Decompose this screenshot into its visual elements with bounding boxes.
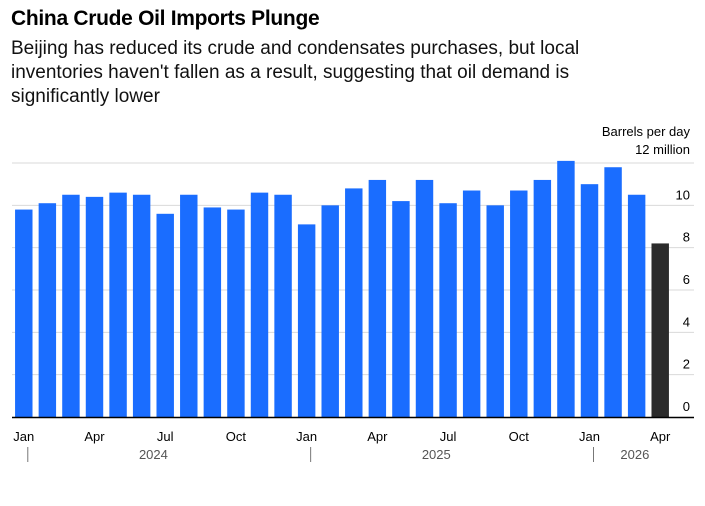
- x-tick-label: Apr: [650, 429, 671, 444]
- bar: [297, 224, 316, 417]
- bar: [38, 203, 57, 417]
- chart-title: China Crude Oil Imports Plunge: [11, 7, 320, 30]
- x-tick-label: Apr: [84, 429, 105, 444]
- x-tick-label: Jul: [440, 429, 457, 444]
- x-tick-label: Jan: [579, 429, 600, 444]
- bar: [345, 188, 363, 417]
- bar: [392, 201, 410, 417]
- year-label: 2025: [422, 447, 451, 462]
- bar: [62, 194, 80, 417]
- bar: [274, 194, 292, 417]
- bar: [533, 179, 552, 417]
- bar: [180, 194, 198, 417]
- y-tick-label: 8: [683, 230, 690, 245]
- year-label: 2026: [620, 447, 649, 462]
- y-tick-label: 4: [683, 314, 690, 329]
- bar: [15, 209, 33, 417]
- labels: 0 2 4 6 8 10 Barrels per day 12 million Jan Apr Ju…: [13, 124, 690, 462]
- x-axis: [12, 416, 694, 462]
- bar: [604, 167, 622, 417]
- chart-subtitle: Beijing has reduced its crude and conden…: [11, 38, 580, 107]
- y-tick-label: 6: [683, 272, 690, 287]
- bar: [203, 207, 222, 417]
- bar: [156, 213, 174, 417]
- bar: [557, 160, 575, 417]
- bar: [321, 205, 339, 417]
- unit-label: 12 million: [635, 142, 690, 157]
- bar: [486, 205, 504, 417]
- bars: [15, 160, 669, 417]
- bar: [627, 194, 646, 417]
- x-tick-label: Jul: [157, 429, 174, 444]
- bar: [415, 179, 434, 417]
- x-tick-label: Apr: [367, 429, 388, 444]
- x-tick-label: Oct: [509, 429, 530, 444]
- year-label: 2024: [139, 447, 168, 462]
- x-tick-label: Oct: [226, 429, 247, 444]
- bar: [580, 184, 599, 417]
- bar: [368, 179, 387, 417]
- x-tick-label: Jan: [13, 429, 34, 444]
- bar: [85, 196, 104, 417]
- y-tick-label: 10: [676, 187, 690, 202]
- x-tick-label: Jan: [296, 429, 317, 444]
- unit-label: Barrels per day: [602, 124, 691, 139]
- bar-highlight: [651, 243, 669, 417]
- bar: [510, 190, 528, 417]
- bar: [439, 203, 457, 417]
- bar: [462, 190, 481, 417]
- y-tick-label: 0: [683, 399, 690, 414]
- bar: [109, 192, 127, 417]
- bar: [132, 194, 151, 417]
- bar: [227, 209, 245, 417]
- bar: [250, 192, 269, 417]
- y-tick-label: 2: [683, 357, 690, 372]
